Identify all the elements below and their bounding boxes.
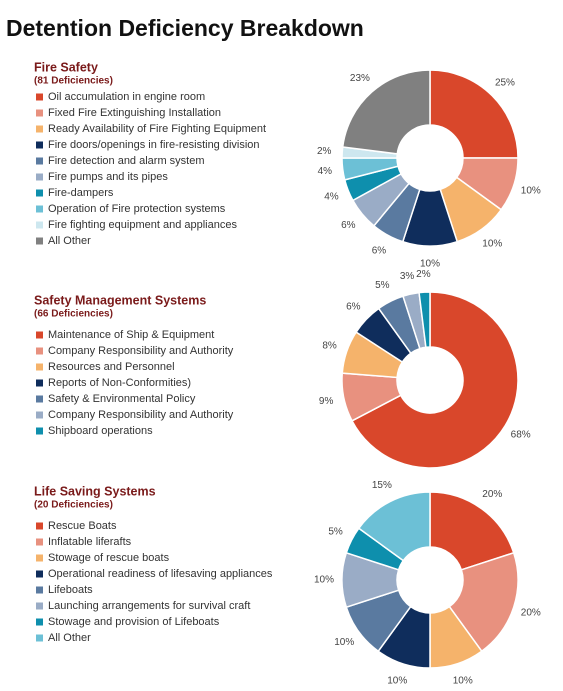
legend-swatch [36,411,43,419]
value-label: 20% [482,489,502,500]
section-subtitle: (81 Deficiencies) [34,76,113,87]
legend-label: All Other [48,632,91,644]
donut-segment [429,491,515,571]
legend-swatch [36,347,43,355]
legend-label: All Other [48,235,91,247]
legend-swatch [36,634,43,642]
legend-swatch [36,141,43,149]
legend-label: Maintenance of Ship & Equipment [48,329,214,341]
legend-swatch [36,570,43,578]
legend-swatch [36,237,43,245]
legend-swatch [36,363,43,371]
value-label: 10% [521,185,541,196]
legend-label: Fire detection and alarm system [48,155,205,167]
donut-segment [429,69,519,159]
value-label: 2% [317,146,332,157]
legend-swatch [36,618,43,626]
value-label: 10% [420,259,440,270]
section-title: Fire Safety [34,60,98,74]
legend-swatch [36,205,43,213]
section-title: Life Saving Systems [34,484,156,498]
value-label: 6% [372,246,387,257]
legend-swatch [36,93,43,101]
legend-label: Fire doors/openings in fire-resisting di… [48,139,260,151]
legend-label: Launching arrangements for survival craf… [48,600,250,612]
legend-label: Reports of Non-Conformities) [48,377,191,389]
value-label: 8% [322,341,337,352]
value-label: 2% [416,269,431,280]
legend-label: Fire pumps and its pipes [48,171,168,183]
legend-label: Safety & Environmental Policy [48,393,196,405]
value-label: 10% [453,675,473,686]
value-label: 68% [511,430,531,441]
value-label: 23% [350,73,370,84]
section-subtitle: (66 Deficiencies) [34,309,113,320]
value-label: 5% [328,527,343,538]
legend-swatch [36,586,43,594]
legend-swatch [36,554,43,562]
donut-segment [357,491,431,562]
value-label: 4% [318,166,333,177]
value-label: 3% [400,271,415,282]
value-label: 25% [495,78,515,89]
value-label: 20% [521,607,541,618]
legend-swatch [36,157,43,165]
legend-label: Company Responsibility and Authority [48,409,234,421]
legend-swatch [36,221,43,229]
value-label: 10% [334,637,354,648]
legend-label: Lifeboats [48,584,93,596]
page-title: Detention Deficiency Breakdown [6,15,364,41]
value-label: 15% [372,480,392,491]
donut-segment [448,551,519,653]
legend-label: Operational readiness of lifesaving appl… [48,568,273,580]
donut-segment [418,291,431,349]
legend-swatch [36,331,43,339]
legend-swatch [36,109,43,117]
legend-label: Stowage of rescue boats [48,552,170,564]
value-label: 5% [375,280,390,291]
legend-swatch [36,395,43,403]
value-label: 6% [346,301,361,312]
legend-swatch [36,538,43,546]
legend-swatch [36,173,43,181]
value-label: 9% [319,396,334,407]
donut-segment [351,291,519,469]
legend-swatch [36,602,43,610]
legend-label: Operation of Fire protection systems [48,203,226,215]
legend-label: Fire fighting equipment and appliances [48,219,237,231]
donut-segment [341,69,431,155]
legend-label: Stowage and provision of Lifeboats [48,616,220,628]
legend-label: Oil accumulation in engine room [48,91,205,103]
legend-label: Resources and Personnel [48,361,175,373]
legend-swatch [36,379,43,387]
legend-label: Rescue Boats [48,520,117,532]
value-label: 4% [324,192,339,203]
section-title: Safety Management Systems [34,293,206,307]
legend-label: Company Responsibility and Authority [48,345,234,357]
value-label: 10% [387,675,407,686]
legend-swatch [36,522,43,530]
legend-label: Shipboard operations [48,425,153,437]
value-label: 10% [314,575,334,586]
legend-label: Ready Availability of Fire Fighting Equi… [48,123,266,135]
legend-label: Inflatable liferafts [48,536,132,548]
value-label: 10% [482,238,502,249]
legend-swatch [36,427,43,435]
section-subtitle: (20 Deficiencies) [34,500,113,511]
legend-label: Fixed Fire Extinguishing Installation [48,107,221,119]
value-label: 6% [341,220,356,231]
legend-swatch [36,125,43,133]
legend-label: Fire-dampers [48,187,114,199]
legend-swatch [36,189,43,197]
